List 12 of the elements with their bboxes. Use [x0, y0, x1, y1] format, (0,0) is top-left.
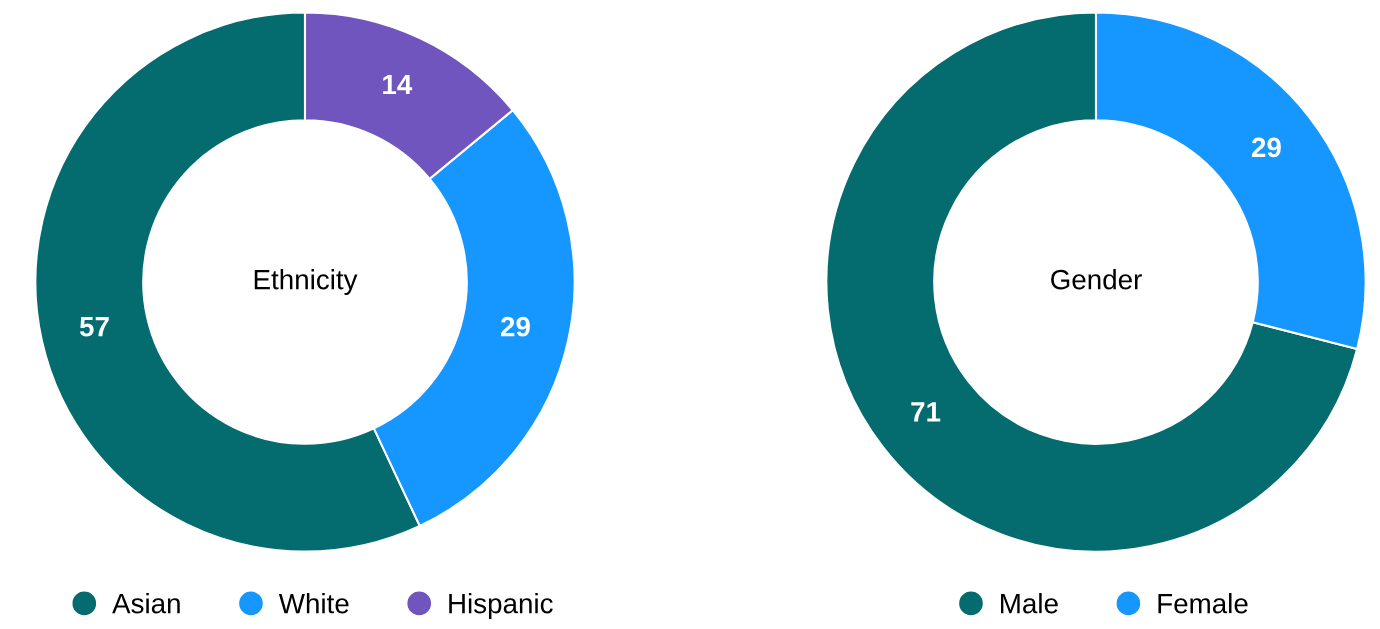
legend-label: White [278, 593, 349, 614]
legend-label: Asian [112, 593, 180, 614]
data-label: 71 [911, 402, 941, 422]
data-label: 29 [1251, 137, 1281, 158]
data-label: 57 [79, 317, 109, 337]
legend-label: Hispanic [449, 593, 553, 619]
text: Gender [1051, 269, 1142, 290]
data-label: 14 [383, 74, 413, 95]
legend-label: Male [1001, 593, 1058, 614]
text: Ethnicity [254, 269, 358, 295]
legend-label: Female [1158, 593, 1248, 614]
data-label: 29 [501, 316, 530, 337]
